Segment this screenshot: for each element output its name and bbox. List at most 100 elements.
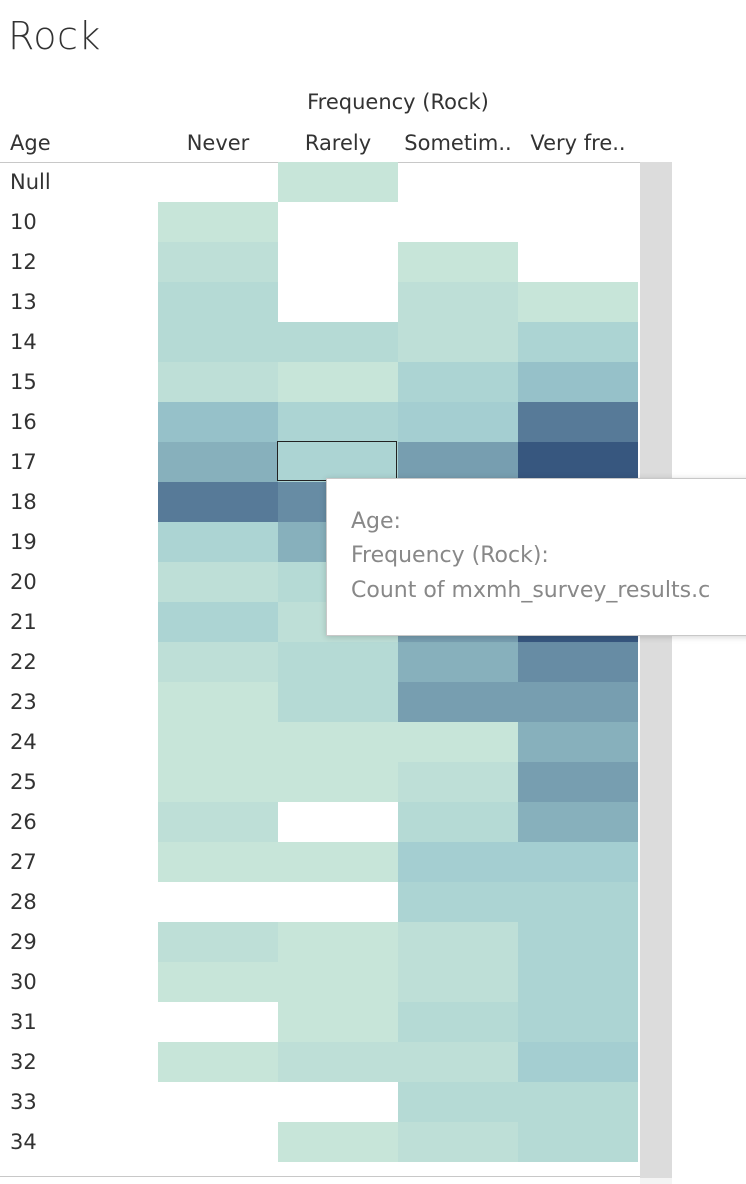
row-label: 26: [10, 810, 37, 834]
heatmap-cell[interactable]: [398, 682, 518, 722]
heatmap-cell[interactable]: [518, 842, 638, 882]
heatmap-cell[interactable]: [158, 522, 278, 562]
heatmap-cell[interactable]: [278, 162, 398, 202]
heatmap-cell[interactable]: [398, 1082, 518, 1122]
heatmap-cell[interactable]: [158, 282, 278, 322]
row-label: 17: [10, 450, 37, 474]
heatmap-cell[interactable]: [278, 842, 398, 882]
heatmap-cell[interactable]: [398, 882, 518, 922]
heatmap-cell[interactable]: [158, 682, 278, 722]
heatmap-cell[interactable]: [398, 762, 518, 802]
heatmap-cell[interactable]: [398, 402, 518, 442]
heatmap-cell[interactable]: [518, 1082, 638, 1122]
heatmap-cell[interactable]: [158, 762, 278, 802]
column-group-label: Frequency (Rock): [307, 90, 489, 114]
row-label: 10: [10, 210, 37, 234]
row-label: 15: [10, 370, 37, 394]
heatmap-cell[interactable]: [518, 1002, 638, 1042]
row-label: 20: [10, 570, 37, 594]
row-label: 19: [10, 530, 37, 554]
heatmap-cell[interactable]: [518, 882, 638, 922]
heatmap-cell[interactable]: [278, 322, 398, 362]
heatmap-cell[interactable]: [278, 762, 398, 802]
heatmap-cell[interactable]: [278, 682, 398, 722]
heatmap-cell[interactable]: [518, 682, 638, 722]
heatmap-cell[interactable]: [278, 962, 398, 1002]
heatmap-cell[interactable]: [398, 642, 518, 682]
heatmap-cell[interactable]: [518, 962, 638, 1002]
heatmap-cell[interactable]: [158, 922, 278, 962]
heatmap-cell[interactable]: [518, 442, 638, 482]
row-label: 12: [10, 250, 37, 274]
heatmap-cell[interactable]: [398, 322, 518, 362]
heatmap-cell[interactable]: [158, 1042, 278, 1082]
heatmap-cell[interactable]: [518, 922, 638, 962]
row-label: 22: [10, 650, 37, 674]
tooltip-count-line: Count of mxmh_survey_results.c: [351, 578, 711, 603]
row-label: 23: [10, 690, 37, 714]
heatmap-cell[interactable]: [158, 562, 278, 602]
chart-title: Rock: [8, 14, 101, 58]
row-header-label: Age: [10, 131, 51, 155]
heatmap-cell[interactable]: [398, 1002, 518, 1042]
heatmap-cell[interactable]: [518, 1122, 638, 1162]
row-label: 18: [10, 490, 37, 514]
heatmap-cell[interactable]: [158, 962, 278, 1002]
row-label: 27: [10, 850, 37, 874]
heatmap-cell[interactable]: [398, 1042, 518, 1082]
heatmap-cell[interactable]: [278, 1122, 398, 1162]
heatmap-cell[interactable]: [278, 722, 398, 762]
heatmap-cell[interactable]: [158, 442, 278, 482]
heatmap-cell[interactable]: [518, 722, 638, 762]
heatmap-cell[interactable]: [278, 362, 398, 402]
heatmap-cell[interactable]: [158, 642, 278, 682]
row-label: 16: [10, 410, 37, 434]
heatmap-cell[interactable]: [158, 202, 278, 242]
bottom-divider: [0, 1176, 640, 1177]
heatmap-cell[interactable]: [158, 482, 278, 522]
heatmap-cell[interactable]: [398, 922, 518, 962]
heatmap-cell[interactable]: [398, 282, 518, 322]
heatmap-cell[interactable]: [518, 1042, 638, 1082]
heatmap-cell[interactable]: [398, 962, 518, 1002]
heatmap-cell[interactable]: [518, 282, 638, 322]
row-label: Null: [10, 170, 51, 194]
heatmap-cell[interactable]: [158, 242, 278, 282]
heatmap-cell[interactable]: [398, 242, 518, 282]
heatmap-cell[interactable]: [278, 442, 398, 482]
heatmap-cell[interactable]: [398, 442, 518, 482]
heatmap-cell[interactable]: [158, 842, 278, 882]
heatmap-cell[interactable]: [398, 1122, 518, 1162]
heatmap-cell[interactable]: [158, 602, 278, 642]
row-label: 24: [10, 730, 37, 754]
heatmap-cell[interactable]: [158, 362, 278, 402]
column-label-very-frequently: Very fre..: [530, 131, 626, 155]
row-label: 33: [10, 1090, 37, 1114]
heatmap-cell[interactable]: [278, 1002, 398, 1042]
heatmap-cell[interactable]: [518, 802, 638, 842]
row-label: 28: [10, 890, 37, 914]
heatmap-cell[interactable]: [518, 402, 638, 442]
column-label-never: Never: [186, 131, 250, 155]
row-label: 29: [10, 930, 37, 954]
heatmap-cell[interactable]: [278, 402, 398, 442]
heatmap-cell[interactable]: [278, 1042, 398, 1082]
column-label-rarely: Rarely: [304, 131, 372, 155]
tooltip: Age: Frequency (Rock): Count of mxmh_sur…: [326, 478, 746, 636]
heatmap-cell[interactable]: [518, 642, 638, 682]
tooltip-age-line: Age:: [351, 509, 401, 534]
heatmap-cell[interactable]: [278, 642, 398, 682]
heatmap-cell[interactable]: [398, 722, 518, 762]
heatmap-cell[interactable]: [398, 842, 518, 882]
heatmap-cell[interactable]: [278, 922, 398, 962]
heatmap-cell[interactable]: [158, 402, 278, 442]
heatmap-cell[interactable]: [518, 322, 638, 362]
heatmap-cell[interactable]: [518, 362, 638, 402]
heatmap-cell[interactable]: [518, 762, 638, 802]
heatmap-cell[interactable]: [398, 802, 518, 842]
heatmap-cell[interactable]: [158, 322, 278, 362]
heatmap-cell[interactable]: [398, 362, 518, 402]
heatmap-cell[interactable]: [158, 722, 278, 762]
scrollbar-thumb[interactable]: [640, 162, 672, 1178]
heatmap-cell[interactable]: [158, 802, 278, 842]
